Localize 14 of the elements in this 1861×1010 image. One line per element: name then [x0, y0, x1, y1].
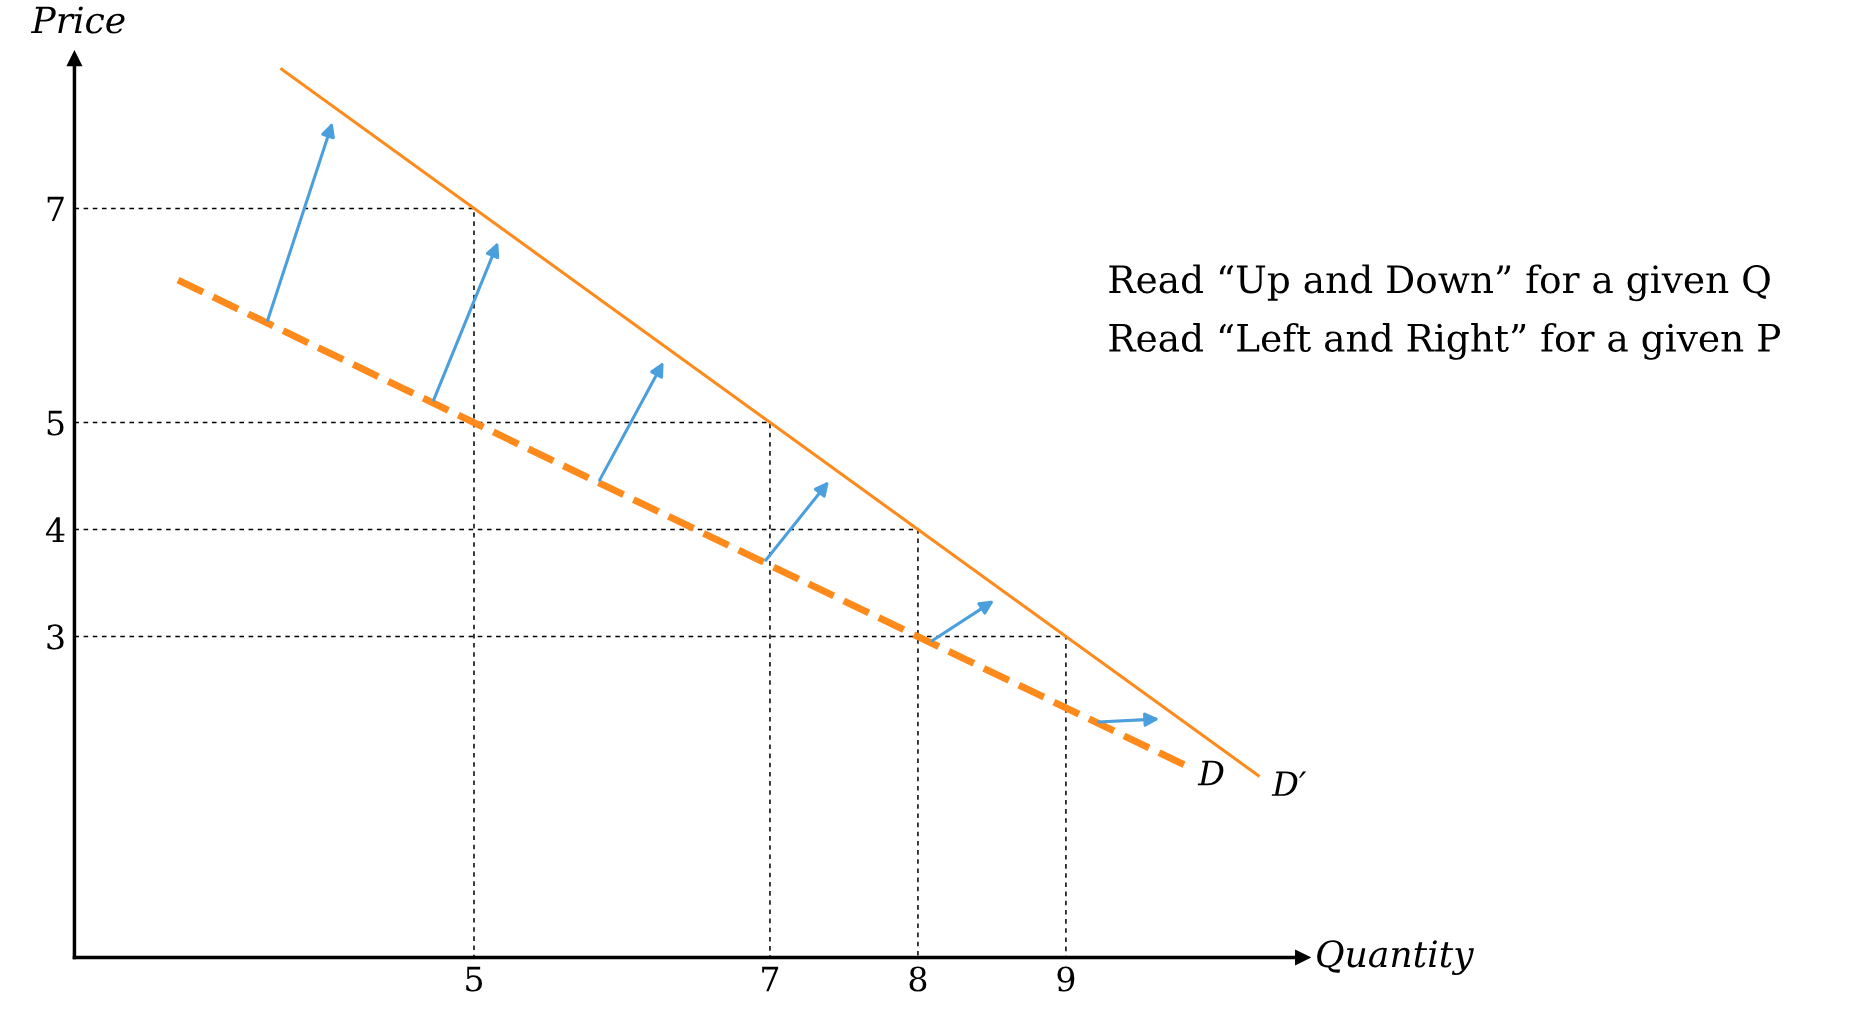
series-label: D′: [1271, 771, 1307, 796]
annotation: Read “Left and Right” for a given P: [1109, 322, 1781, 360]
annotation: Read “Up and Down” for a given Q: [1109, 264, 1770, 302]
x-axis-title: Quantity: [1317, 940, 1474, 975]
x-tick-label: 8: [909, 966, 927, 992]
y-tick-label: 7: [47, 196, 64, 222]
y-tick-label: 3: [47, 624, 64, 650]
x-tick-label: 5: [466, 966, 483, 992]
y-tick-label: 5: [47, 410, 64, 436]
x-tick-label: 7: [762, 966, 779, 992]
x-tick-label: 9: [1057, 966, 1075, 992]
series-label: D: [1197, 760, 1224, 786]
y-tick-label: 4: [45, 517, 65, 543]
y-axis-title: Price: [30, 6, 125, 34]
